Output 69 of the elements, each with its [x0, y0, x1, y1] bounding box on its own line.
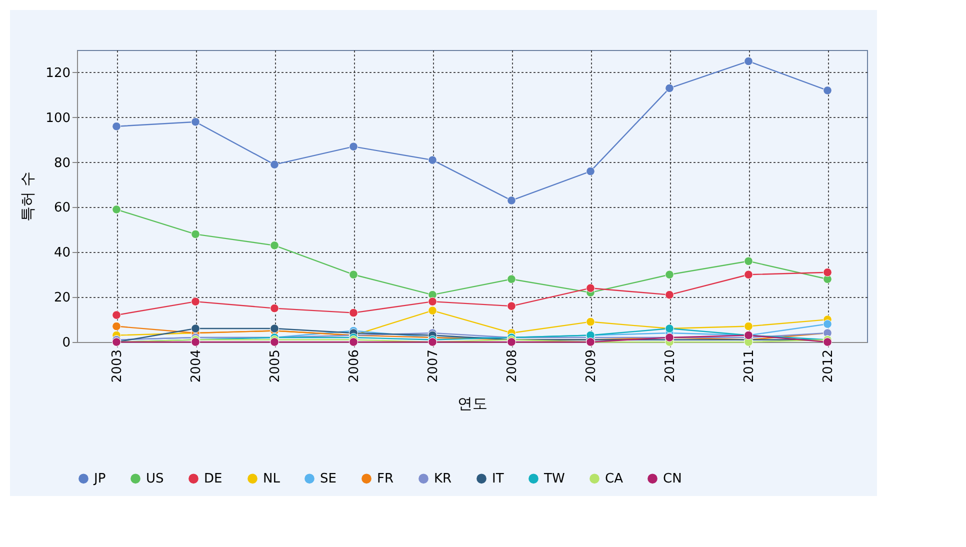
x-tick-label: 2005: [268, 350, 283, 383]
legend-label: KR: [434, 472, 452, 487]
y-tick-label: 80: [54, 156, 70, 171]
legend-label: IT: [492, 472, 504, 487]
legend-label: JP: [93, 472, 106, 487]
point: [507, 274, 516, 284]
point: [823, 320, 832, 328]
point: [507, 196, 516, 205]
x-tick-label: 2006: [347, 350, 362, 383]
point: [191, 117, 200, 126]
legend-label: DE: [204, 472, 222, 487]
x-tick-label: 2009: [584, 350, 599, 383]
point: [744, 270, 753, 280]
legend-label: NL: [263, 472, 281, 487]
point: [191, 297, 200, 306]
legend-label: FR: [377, 472, 394, 487]
point: [823, 338, 832, 346]
point: [428, 297, 437, 306]
point: [586, 284, 595, 293]
point: [744, 256, 753, 266]
point: [349, 308, 358, 318]
y-tick-label: 100: [46, 110, 70, 126]
point: [349, 338, 358, 346]
x-tick-label: 2012: [821, 350, 836, 383]
x-tick-label: 2010: [663, 350, 678, 383]
point: [349, 142, 358, 152]
point: [507, 338, 516, 346]
y-axis-title: 특허 수: [18, 172, 37, 222]
x-tick-label: 2003: [110, 350, 125, 383]
point: [270, 240, 279, 250]
point: [428, 306, 437, 315]
point: [665, 290, 674, 300]
point: [665, 270, 674, 280]
legend-label: SE: [320, 472, 336, 487]
point: [270, 324, 279, 333]
point: [191, 324, 200, 333]
point: [665, 84, 674, 93]
point: [112, 322, 121, 331]
point: [270, 160, 279, 169]
point: [112, 122, 121, 131]
y-tick-label: 40: [54, 246, 70, 261]
point: [744, 322, 753, 331]
point: [270, 304, 279, 313]
point: [586, 166, 595, 176]
point: [191, 230, 200, 239]
point: [191, 338, 200, 346]
point: [586, 317, 595, 326]
y-tick-label: 20: [54, 290, 70, 306]
y-tick-label: 120: [46, 66, 70, 81]
x-axis-title: 연도: [458, 394, 488, 413]
x-tick-label: 2004: [189, 350, 204, 383]
point: [112, 310, 121, 320]
point: [823, 86, 832, 95]
legend-label: CA: [605, 472, 624, 487]
point: [112, 205, 121, 214]
y-tick-label: 0: [62, 336, 70, 350]
legend-label: US: [146, 472, 164, 487]
point: [349, 270, 358, 280]
point: [270, 338, 279, 346]
x-tick-label: 2008: [505, 350, 520, 383]
point: [744, 56, 753, 66]
y-tick-label: 60: [54, 200, 70, 216]
x-tick-label: 2011: [742, 350, 757, 383]
point: [507, 302, 516, 310]
point: [428, 156, 437, 164]
legend-label: TW: [543, 472, 565, 487]
x-tick-label: 2007: [426, 350, 441, 383]
point: [823, 268, 832, 277]
legend-label: CN: [663, 472, 682, 487]
